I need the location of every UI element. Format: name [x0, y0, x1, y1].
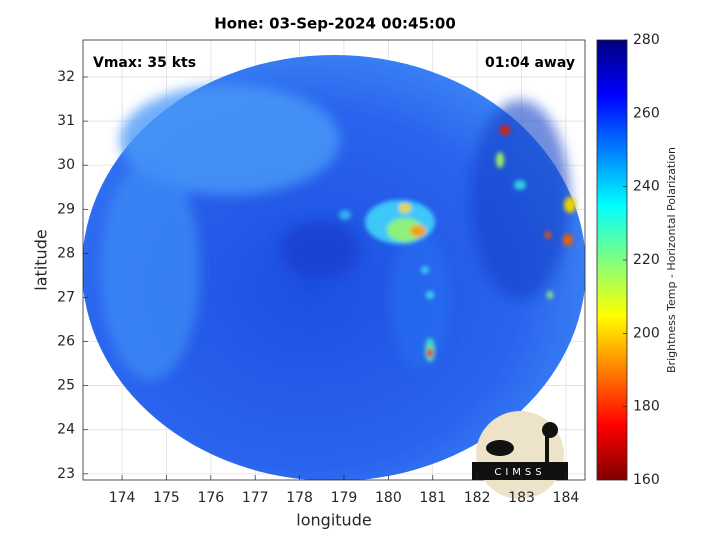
- x-axis-label: longitude: [296, 511, 371, 530]
- y-tick-label: 29: [57, 201, 75, 217]
- logo-text: CIMSS: [494, 467, 545, 478]
- x-tick-label: 180: [375, 490, 402, 506]
- chart-title: Hone: 03-Sep-2024 00:45:00: [214, 15, 456, 33]
- y-tick-label: 24: [57, 422, 75, 438]
- y-tick-label: 32: [57, 69, 75, 85]
- x-tick-label: 184: [553, 490, 580, 506]
- plot-frame: [82, 39, 586, 481]
- x-tick-label: 182: [464, 490, 491, 506]
- y-axis-label: latitude: [32, 229, 51, 290]
- x-tick-label: 181: [419, 490, 446, 506]
- satellite-image: [83, 55, 585, 480]
- y-tick-label: 26: [57, 334, 75, 350]
- annotation: Vmax: 35 kts: [93, 55, 196, 71]
- x-tick-label: 183: [508, 490, 535, 506]
- colorbar-tick-label: 280: [633, 32, 660, 48]
- colorbar-tick-label: 220: [633, 252, 660, 268]
- x-tick-label: 176: [197, 490, 224, 506]
- colorbar-tick-label: 260: [633, 105, 660, 121]
- y-tick-label: 27: [57, 289, 75, 305]
- colorbar-tick-label: 180: [633, 399, 660, 415]
- y-tick-label: 23: [57, 466, 75, 482]
- x-tick-label: 177: [242, 490, 269, 506]
- logo: CIMSS: [472, 411, 568, 499]
- y-tick-label: 31: [57, 113, 75, 129]
- x-tick-label: 175: [153, 490, 180, 506]
- x-tick-label: 174: [109, 490, 136, 506]
- y-tick-label: 25: [57, 378, 75, 394]
- x-tick-label: 179: [331, 490, 358, 506]
- y-tick-label: 30: [57, 157, 75, 173]
- x-tick-label: 178: [286, 490, 313, 506]
- colorbar-label: Brightness Temp - Horizontal Polarizatio…: [665, 147, 678, 373]
- colorbar-tick-label: 240: [633, 179, 660, 195]
- annotation: 01:04 away: [485, 55, 575, 71]
- y-tick-label: 28: [57, 245, 75, 261]
- colorbar-tick-label: 160: [633, 472, 660, 488]
- colorbar: [596, 39, 628, 481]
- colorbar-tick-label: 200: [633, 325, 660, 341]
